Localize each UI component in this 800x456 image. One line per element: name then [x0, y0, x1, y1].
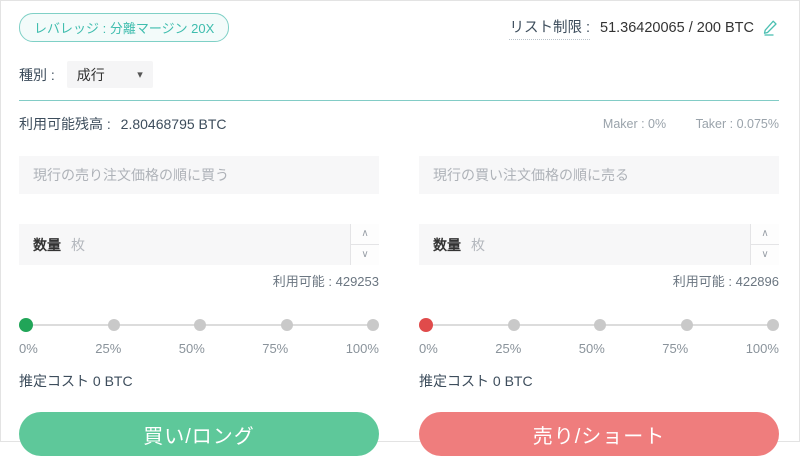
- sell-slider-label-50: 50%: [578, 341, 605, 356]
- buy-slider-dots: [19, 318, 379, 332]
- buy-stepper-up-icon[interactable]: ∧: [351, 224, 379, 244]
- available-balance-label: 利用可能残高 :: [19, 116, 111, 132]
- available-balance: 利用可能残高 : 2.80468795 BTC: [19, 114, 227, 134]
- balance-row: 利用可能残高 : 2.80468795 BTC Maker : 0% Taker…: [19, 114, 779, 134]
- chevron-down-icon: ▾: [137, 69, 143, 81]
- buy-slider-labels: 0% 25% 50% 75% 100%: [19, 341, 379, 356]
- section-divider: [19, 100, 779, 101]
- list-limit-group: リスト制限 : 51.36420065 / 200 BTC: [509, 16, 779, 40]
- buy-slider-label-100: 100%: [345, 341, 379, 356]
- buy-quantity-input[interactable]: [61, 224, 350, 265]
- buy-slider-stop-75[interactable]: [280, 319, 293, 331]
- buy-price-input[interactable]: [19, 156, 379, 194]
- order-type-row: 種別 : 成行 ▾: [19, 61, 779, 88]
- maker-fee: Maker : 0%: [602, 117, 667, 131]
- sell-short-button[interactable]: 売り/ショート: [419, 412, 779, 456]
- order-type-label: 種別 :: [19, 66, 55, 83]
- buy-slider-handle[interactable]: [19, 318, 33, 332]
- sell-slider-label-100: 100%: [745, 341, 779, 356]
- sell-estimated-cost: 推定コスト 0 BTC: [419, 373, 533, 389]
- sell-slider-stop-75[interactable]: [680, 319, 693, 331]
- sell-quantity-input[interactable]: [461, 224, 750, 265]
- buy-slider-label-25: 25%: [95, 341, 122, 356]
- sell-slider-label-0: 0%: [419, 341, 438, 356]
- buy-slider-stop-100[interactable]: [367, 319, 379, 331]
- buy-quantity-box: 数量 ∧ ∨: [19, 224, 379, 265]
- buy-slider-stop-25[interactable]: [107, 319, 120, 331]
- buy-quantity-stepper: ∧ ∨: [350, 224, 379, 265]
- available-balance-value: 2.80468795 BTC: [120, 116, 227, 132]
- leverage-badge[interactable]: レバレッジ : 分離マージン 20X: [19, 13, 230, 42]
- sell-stepper-down-icon[interactable]: ∨: [751, 244, 779, 265]
- buy-slider-label-75: 75%: [262, 341, 289, 356]
- edit-pencil-icon[interactable]: [762, 19, 779, 36]
- sell-slider-stop-100[interactable]: [767, 319, 779, 331]
- sell-available-contracts: 利用可能 : 422896: [672, 274, 779, 289]
- sell-slider-label-75: 75%: [662, 341, 689, 356]
- order-columns: 数量 ∧ ∨ 利用可能 : 429253 0%: [19, 156, 779, 456]
- buy-slider-stop-50[interactable]: [194, 319, 206, 331]
- sell-slider-dots: [419, 318, 779, 332]
- sell-price-input[interactable]: [419, 156, 779, 194]
- list-limit-value: 51.36420065 / 200 BTC: [600, 19, 754, 36]
- taker-fee: Taker : 0.075%: [695, 117, 779, 131]
- buy-column: 数量 ∧ ∨ 利用可能 : 429253 0%: [19, 156, 379, 456]
- buy-long-button[interactable]: 買い/ロング: [19, 412, 379, 456]
- sell-slider-stop-25[interactable]: [507, 319, 520, 331]
- buy-available-contracts: 利用可能 : 429253: [272, 274, 379, 289]
- buy-slider-label-0: 0%: [19, 341, 38, 356]
- sell-quantity-label: 数量: [433, 236, 461, 253]
- sell-quantity-box: 数量 ∧ ∨: [419, 224, 779, 265]
- order-type-selected-value: 成行: [76, 66, 105, 83]
- buy-estimated-cost: 推定コスト 0 BTC: [19, 373, 133, 389]
- sell-column: 数量 ∧ ∨ 利用可能 : 422896 0%: [419, 156, 779, 456]
- sell-slider-stop-50[interactable]: [594, 319, 606, 331]
- sell-stepper-up-icon[interactable]: ∧: [751, 224, 779, 244]
- buy-percent-slider[interactable]: [19, 318, 379, 332]
- buy-quantity-label: 数量: [33, 236, 61, 253]
- order-type-select[interactable]: 成行 ▾: [66, 61, 153, 88]
- list-limit-label[interactable]: リスト制限 :: [509, 16, 591, 40]
- buy-slider-label-50: 50%: [178, 341, 205, 356]
- sell-quantity-stepper: ∧ ∨: [750, 224, 779, 265]
- sell-percent-slider[interactable]: [419, 318, 779, 332]
- fee-rates: Maker : 0% Taker : 0.075%: [603, 117, 779, 131]
- sell-slider-labels: 0% 25% 50% 75% 100%: [419, 341, 779, 356]
- header-row: レバレッジ : 分離マージン 20X リスト制限 : 51.36420065 /…: [19, 13, 779, 42]
- sell-slider-label-25: 25%: [495, 341, 522, 356]
- sell-slider-handle[interactable]: [419, 318, 433, 332]
- buy-stepper-down-icon[interactable]: ∨: [351, 244, 379, 265]
